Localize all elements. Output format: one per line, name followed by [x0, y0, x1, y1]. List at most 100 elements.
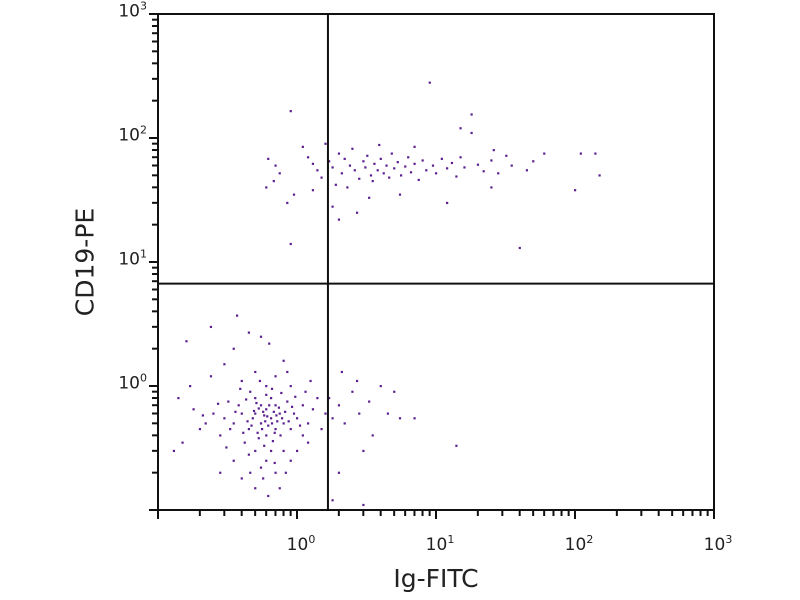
data-point — [346, 186, 349, 189]
data-point — [311, 162, 315, 165]
data-point — [282, 359, 285, 362]
data-point — [269, 449, 273, 453]
data-point — [280, 391, 283, 395]
data-point — [189, 385, 192, 388]
data-point — [440, 157, 443, 160]
data-point — [532, 160, 535, 163]
data-point — [255, 401, 258, 405]
data-point — [296, 417, 299, 420]
data-point — [301, 434, 304, 437]
data-point — [281, 417, 284, 420]
data-point — [337, 218, 341, 221]
data-point — [289, 110, 292, 113]
data-point — [393, 390, 396, 393]
data-point — [246, 420, 249, 423]
data-point — [311, 408, 315, 411]
data-point — [320, 428, 323, 431]
data-point — [247, 453, 250, 456]
x-axis-label: Ig-FITC — [393, 564, 479, 593]
data-point — [259, 404, 263, 407]
data-point — [407, 156, 410, 159]
data-point — [284, 471, 287, 474]
data-point — [254, 370, 257, 374]
data-point — [257, 407, 260, 410]
data-point — [185, 340, 188, 343]
data-point — [223, 417, 226, 420]
data-point — [399, 174, 403, 177]
data-point — [371, 180, 374, 183]
data-point — [267, 424, 270, 427]
tick-exponent: 3 — [140, 0, 147, 13]
data-point — [579, 152, 582, 155]
data-point — [355, 379, 359, 383]
data-point — [227, 400, 230, 403]
data-point — [311, 189, 315, 192]
data-point — [463, 166, 466, 169]
data-point — [334, 183, 337, 186]
data-point — [259, 466, 263, 469]
tick-base: 10 — [703, 535, 726, 555]
data-point — [237, 404, 240, 407]
data-point — [358, 412, 361, 415]
data-point — [390, 152, 393, 155]
data-point — [274, 375, 277, 378]
data-point — [242, 431, 245, 434]
data-point — [273, 431, 276, 434]
data-point — [393, 167, 396, 170]
data-point — [247, 428, 250, 431]
data-point — [409, 171, 413, 174]
x-tick-label: 100 — [286, 534, 316, 555]
data-point — [269, 397, 273, 400]
data-point — [518, 246, 521, 250]
data-point — [268, 342, 271, 345]
data-point — [274, 471, 277, 474]
data-point — [263, 444, 266, 447]
tick-exponent: 0 — [308, 533, 316, 546]
data-point — [258, 379, 262, 383]
data-point — [309, 379, 312, 383]
data-point — [382, 172, 385, 175]
tick-base: 10 — [118, 1, 140, 22]
data-point — [366, 154, 369, 157]
data-point — [337, 404, 341, 407]
data-point — [209, 325, 213, 329]
tick-base: 10 — [286, 535, 309, 555]
data-point — [292, 412, 296, 415]
data-point — [396, 161, 399, 164]
data-point — [328, 397, 331, 400]
data-point — [301, 145, 304, 148]
data-point — [386, 412, 389, 415]
y-tick-label: 103 — [118, 1, 147, 22]
data-point — [219, 471, 222, 474]
data-point — [272, 410, 275, 413]
data-point — [275, 414, 278, 417]
data-point — [351, 390, 354, 393]
data-point — [364, 166, 367, 169]
data-point — [225, 446, 228, 449]
data-point — [574, 189, 577, 192]
data-point — [284, 410, 287, 413]
data-point — [505, 154, 508, 157]
data-point — [337, 471, 341, 474]
data-point — [331, 417, 334, 420]
data-point — [355, 211, 359, 214]
data-point — [252, 409, 256, 413]
data-point — [369, 174, 373, 177]
data-point — [543, 152, 546, 155]
tick-exponent: 0 — [140, 371, 147, 385]
y-tick-label: 102 — [118, 125, 147, 145]
tick-exponent: 3 — [725, 533, 733, 546]
data-point — [274, 428, 277, 431]
data-point — [379, 157, 382, 160]
data-point — [446, 167, 449, 170]
data-point — [256, 431, 259, 434]
data-point — [243, 441, 246, 444]
data-point — [304, 390, 307, 393]
data-point — [286, 400, 289, 403]
data-point — [229, 428, 232, 431]
data-point — [265, 385, 268, 388]
data-point — [413, 162, 416, 165]
data-point — [216, 402, 220, 405]
data-point — [470, 131, 473, 135]
data-point — [279, 434, 282, 437]
